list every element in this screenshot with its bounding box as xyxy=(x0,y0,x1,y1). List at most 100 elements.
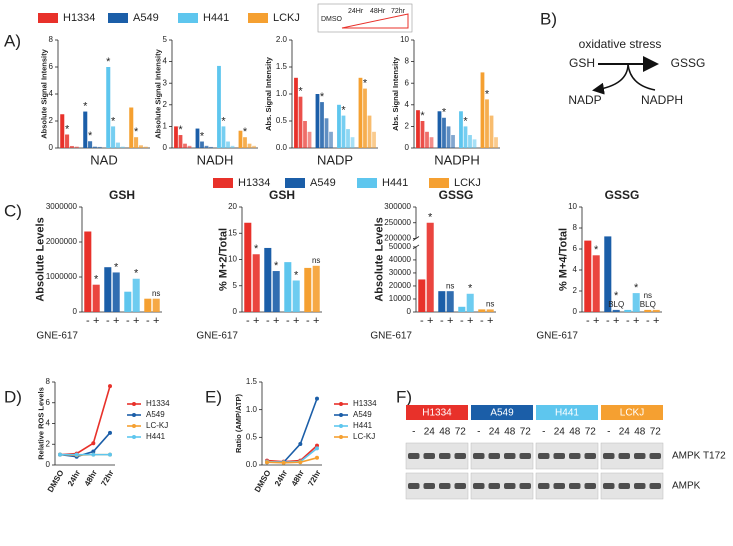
annotation: ns xyxy=(312,256,320,265)
annotation: * xyxy=(83,100,88,112)
y-tick-label: 0 xyxy=(49,143,54,152)
x-tick-label: + xyxy=(487,315,493,327)
legend-swatch xyxy=(248,13,268,23)
y-axis-label: Absolute Levels xyxy=(35,217,47,301)
legend-swatch xyxy=(132,435,136,439)
panel-label: E) xyxy=(205,387,222,406)
x-tick-label: + xyxy=(273,315,279,327)
blot-row-label: AMPK T172 xyxy=(672,451,726,462)
y-tick-label: 15 xyxy=(228,228,237,237)
x-axis-label: GNE-617 xyxy=(36,331,78,342)
bar xyxy=(292,280,300,312)
legend-label: H441 xyxy=(146,432,166,441)
bar xyxy=(152,298,160,312)
bar xyxy=(632,293,640,312)
annotation: * xyxy=(134,268,139,280)
chart-title: GSH xyxy=(109,188,135,202)
bar xyxy=(97,146,102,148)
bar xyxy=(124,291,132,312)
x-tick-label: - xyxy=(86,315,90,327)
blot-band xyxy=(408,483,420,489)
y-axis-label: Absolute Levels xyxy=(373,217,385,301)
y-tick-label: 3000000 xyxy=(46,202,78,211)
y-tick-label: 300000 xyxy=(384,202,411,211)
bar xyxy=(468,135,472,148)
bar xyxy=(442,117,446,148)
line xyxy=(266,457,318,464)
annotation: * xyxy=(634,282,639,294)
y-axis-label: Abs. Signal Intensity xyxy=(264,56,273,131)
bar xyxy=(372,131,376,148)
x-tick-label: + xyxy=(613,315,619,327)
bar xyxy=(230,145,235,148)
bar xyxy=(104,267,112,312)
marker xyxy=(298,441,303,446)
bar xyxy=(437,111,442,148)
blot-band xyxy=(423,453,435,459)
y-tick-label: 1000000 xyxy=(46,272,78,281)
blot-header xyxy=(471,405,533,420)
x-tick-label: + xyxy=(313,315,319,327)
legend-label: H441 xyxy=(353,421,373,430)
axis-break xyxy=(412,244,420,250)
blot-band xyxy=(538,453,550,459)
legend-swatch xyxy=(132,424,136,428)
bar xyxy=(252,254,260,312)
bar xyxy=(298,96,303,148)
y-tick-label: 3 xyxy=(163,78,168,87)
blot-band xyxy=(618,453,630,459)
bar xyxy=(65,134,70,148)
bar xyxy=(451,135,455,148)
annotation: * xyxy=(294,269,299,281)
y-tick-label: 20 xyxy=(228,202,237,211)
blot-header xyxy=(601,405,663,420)
blot-band xyxy=(473,453,485,459)
bar xyxy=(358,77,363,148)
bar xyxy=(458,306,466,312)
bar xyxy=(247,143,252,148)
legend-swatch xyxy=(429,178,449,188)
bar xyxy=(174,126,178,148)
legend-label: LC-KJ xyxy=(146,421,168,430)
x-axis-label: GNE-617 xyxy=(196,331,238,342)
y-tick-label: 6 xyxy=(573,244,578,253)
y-tick-label: 2 xyxy=(163,100,168,109)
annotation: * xyxy=(221,115,226,127)
line xyxy=(59,432,111,458)
bar xyxy=(134,137,139,148)
marker xyxy=(315,446,319,451)
annotation: * xyxy=(614,290,619,302)
annotation: * xyxy=(111,115,116,127)
y-tick-label: 10 xyxy=(568,202,577,211)
bar xyxy=(363,88,367,148)
lane-label: 72 xyxy=(650,427,662,438)
y-tick-label: 0 xyxy=(407,307,412,316)
bar xyxy=(92,146,97,148)
wedge-label: DMSO xyxy=(321,16,343,23)
annotation: * xyxy=(200,130,205,142)
lane-label: 72 xyxy=(585,427,597,438)
marker xyxy=(91,452,96,457)
lane-label: 48 xyxy=(569,427,581,438)
bar xyxy=(478,309,486,312)
x-tick-label: - xyxy=(606,315,610,327)
x-tick-label: 48hr xyxy=(290,469,306,488)
bar xyxy=(486,309,494,312)
bar xyxy=(466,293,474,312)
legend-swatch xyxy=(38,13,58,23)
bar xyxy=(294,77,298,148)
y-tick-label: 250000 xyxy=(384,218,411,227)
annotation: * xyxy=(485,88,490,100)
bar xyxy=(252,145,256,148)
blot-band xyxy=(504,483,516,489)
blot-band xyxy=(553,483,565,489)
x-tick-label: - xyxy=(306,315,310,327)
x-tick-label: DMSO xyxy=(253,469,273,494)
bar xyxy=(217,65,221,148)
legend-swatch xyxy=(132,402,136,406)
x-tick-label: DMSO xyxy=(46,469,66,494)
annotation: * xyxy=(320,91,325,103)
y-tick-label: 8 xyxy=(49,35,54,44)
blot-band xyxy=(439,483,451,489)
y-tick-label: 0 xyxy=(46,460,51,469)
